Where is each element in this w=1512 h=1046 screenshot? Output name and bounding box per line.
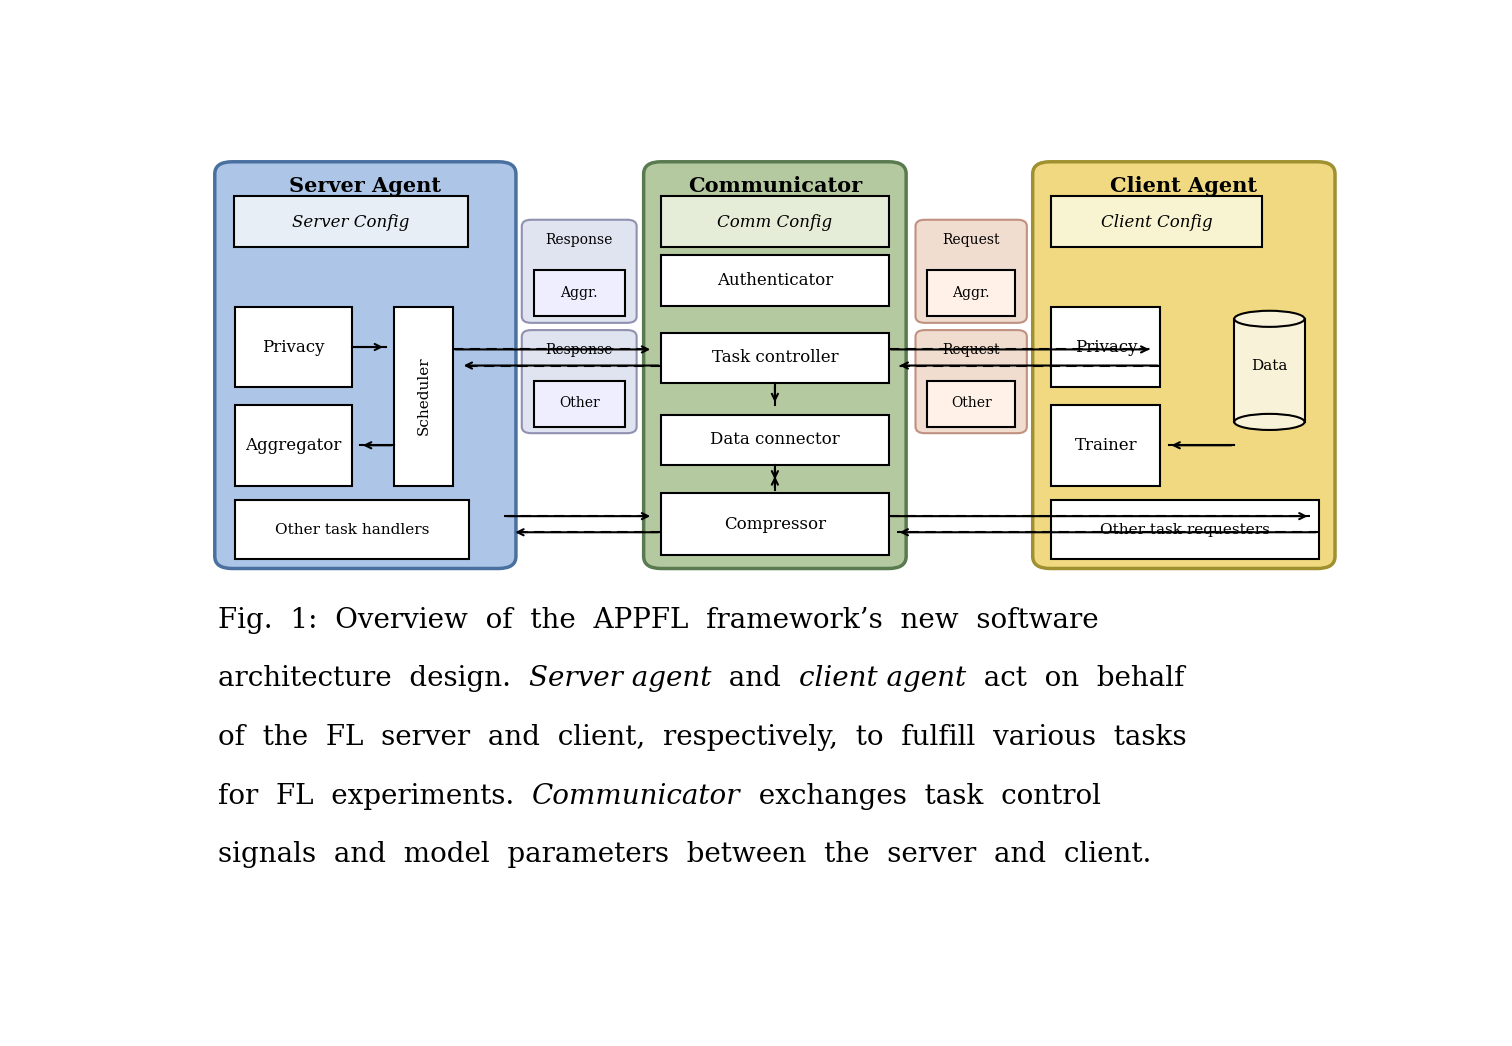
Text: Comm Config: Comm Config — [717, 213, 833, 231]
Bar — [233, 196, 467, 247]
Text: Request: Request — [942, 343, 999, 358]
Text: for  FL  experiments.: for FL experiments. — [218, 783, 532, 810]
Text: Aggr.: Aggr. — [953, 286, 990, 300]
Bar — [1051, 306, 1160, 387]
Text: Request: Request — [942, 233, 999, 247]
Text: Fig.  1:  Overview  of  the  APPFL  framework’s  new  software: Fig. 1: Overview of the APPFL framework’… — [218, 608, 1099, 634]
Text: Response: Response — [546, 343, 612, 358]
Bar — [1051, 405, 1160, 485]
Bar — [661, 493, 889, 554]
Text: Aggregator: Aggregator — [245, 437, 342, 454]
Bar — [234, 500, 469, 559]
Text: Communicator: Communicator — [688, 176, 862, 196]
Bar — [661, 196, 889, 247]
Text: Trainer: Trainer — [1075, 437, 1137, 454]
Ellipse shape — [1234, 311, 1305, 326]
Bar — [1051, 196, 1263, 247]
Bar — [927, 271, 1015, 316]
Text: Server agent: Server agent — [529, 665, 712, 692]
Text: signals  and  model  parameters  between  the  server  and  client.: signals and model parameters between the… — [218, 841, 1152, 868]
Text: Client Agent: Client Agent — [1110, 176, 1258, 196]
Text: Data connector: Data connector — [711, 431, 839, 448]
Text: Aggr.: Aggr. — [561, 286, 597, 300]
Text: Authenticator: Authenticator — [717, 272, 833, 289]
Text: Other task handlers: Other task handlers — [275, 523, 429, 537]
Bar — [661, 333, 889, 383]
Text: Privacy: Privacy — [262, 339, 325, 356]
Text: Other task requesters: Other task requesters — [1101, 523, 1270, 537]
Bar — [234, 306, 352, 387]
Text: of  the  FL  server  and  client,  respectively,  to  fulfill  various  tasks: of the FL server and client, respectivel… — [218, 724, 1187, 751]
Bar — [1234, 319, 1305, 422]
Bar — [661, 255, 889, 305]
Text: Scheduler: Scheduler — [416, 357, 431, 435]
Bar — [927, 381, 1015, 427]
Text: Server Agent: Server Agent — [289, 176, 442, 196]
Bar — [534, 271, 624, 316]
FancyBboxPatch shape — [215, 162, 516, 569]
FancyBboxPatch shape — [644, 162, 906, 569]
Text: Data: Data — [1252, 360, 1288, 373]
Ellipse shape — [1234, 414, 1305, 430]
Text: Client Config: Client Config — [1101, 213, 1213, 231]
Text: exchanges  task  control: exchanges task control — [741, 783, 1101, 810]
Bar — [1051, 500, 1318, 559]
Bar — [661, 414, 889, 465]
Text: and: and — [712, 665, 798, 692]
Text: Response: Response — [546, 233, 612, 247]
Bar — [234, 405, 352, 485]
Text: Other: Other — [951, 396, 992, 410]
FancyBboxPatch shape — [522, 331, 637, 433]
Bar — [534, 381, 624, 427]
Text: architecture  design.: architecture design. — [218, 665, 529, 692]
Text: client agent: client agent — [798, 665, 966, 692]
Text: act  on  behalf: act on behalf — [966, 665, 1185, 692]
Text: Privacy: Privacy — [1075, 339, 1137, 356]
Text: Other: Other — [559, 396, 600, 410]
Bar — [395, 306, 452, 485]
Text: Communicator: Communicator — [532, 783, 741, 810]
FancyBboxPatch shape — [522, 220, 637, 323]
Text: Compressor: Compressor — [724, 516, 826, 532]
Text: Server Config: Server Config — [292, 213, 410, 231]
FancyBboxPatch shape — [915, 220, 1027, 323]
Text: Task controller: Task controller — [712, 349, 838, 366]
FancyBboxPatch shape — [915, 331, 1027, 433]
FancyBboxPatch shape — [1033, 162, 1335, 569]
